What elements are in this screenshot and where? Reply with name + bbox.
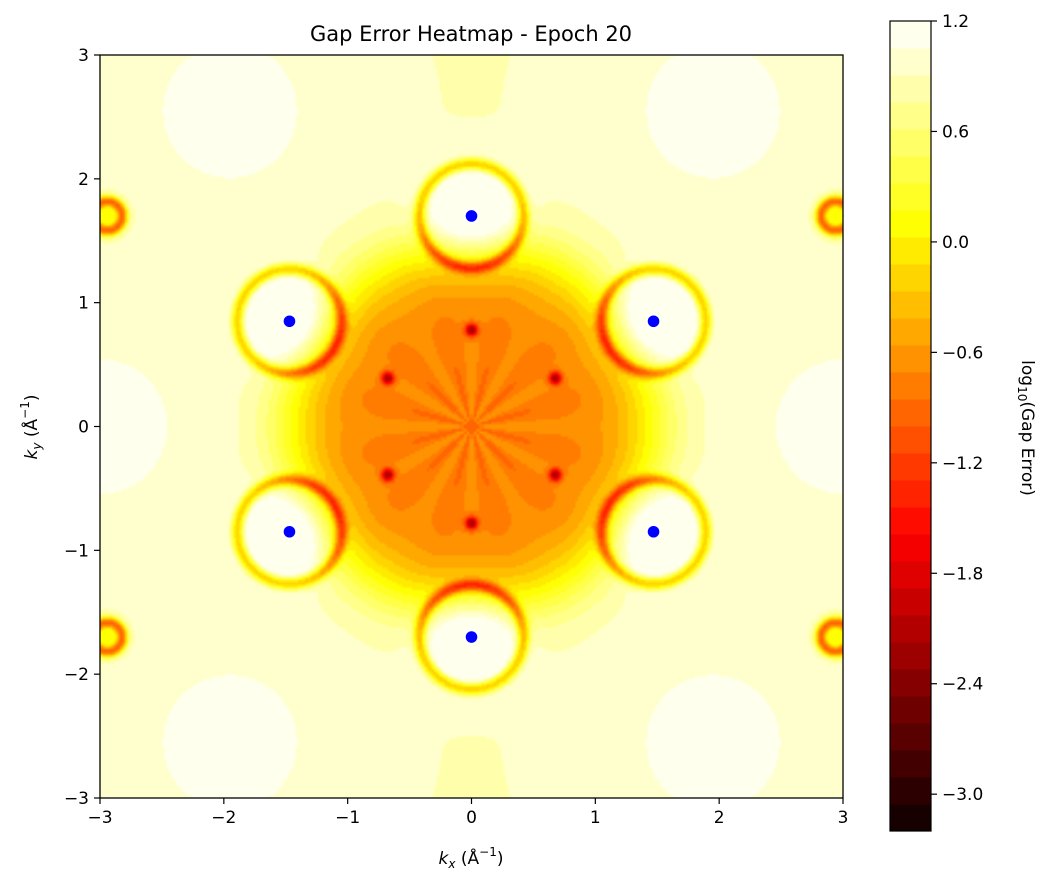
chart-title: Gap Error Heatmap - Epoch 20 — [310, 22, 632, 46]
critical-point — [463, 628, 480, 646]
colorbar-band — [890, 669, 931, 697]
critical-point — [281, 523, 298, 540]
colorbar-band — [890, 345, 931, 373]
colorbar-band — [890, 183, 931, 211]
x-axis-ticks: −3 −2 −1 0 1 2 3 — [87, 798, 848, 828]
colorbar-band — [890, 804, 931, 832]
colorbar-bands — [890, 21, 931, 832]
x-tick-label: 2 — [714, 808, 725, 828]
colorbar-band — [890, 588, 931, 616]
colorbar-band — [890, 777, 931, 805]
colorbar-band — [890, 48, 931, 76]
colorbar-band — [890, 372, 931, 400]
x-tick-label: 1 — [590, 808, 601, 828]
y-tick-label: 2 — [78, 170, 89, 190]
colorbar-tick-label: −3.0 — [942, 785, 983, 805]
y-tick-label: −2 — [64, 665, 89, 685]
colorbar-band — [890, 210, 931, 238]
x-tick-label: 0 — [466, 808, 477, 828]
colorbar-band — [890, 399, 931, 427]
colorbar-band — [890, 129, 931, 157]
colorbar-band — [890, 21, 931, 49]
x-tick-label: −3 — [87, 808, 112, 828]
colorbar-band — [890, 723, 931, 751]
colorbar-band — [890, 480, 931, 508]
heatmap-image — [100, 55, 843, 798]
critical-point — [281, 313, 298, 330]
colorbar-label: log10(Gap Error) — [1015, 360, 1037, 496]
y-tick-label: −3 — [64, 789, 89, 809]
colorbar-band — [890, 156, 931, 184]
colorbar-band — [890, 507, 931, 535]
colorbar-tick-label: −1.2 — [942, 454, 983, 474]
y-axis-ticks: −3 −2 −1 0 1 2 3 — [64, 46, 100, 809]
colorbar-ticks: 1.2 0.6 0.0 −0.6 −1.2 −1.8 −2.4 −3.0 — [931, 12, 983, 805]
colorbar-band — [890, 102, 931, 130]
y-tick-label: −1 — [64, 541, 89, 561]
colorbar-band — [890, 561, 931, 589]
y-tick-label: 1 — [78, 294, 89, 314]
x-tick-label: −2 — [211, 808, 236, 828]
critical-point — [645, 313, 662, 330]
colorbar-band — [890, 264, 931, 292]
colorbar-band — [890, 318, 931, 346]
colorbar-band — [890, 291, 931, 319]
x-axis-label: kx (Å−1) — [439, 845, 504, 871]
colorbar-band — [890, 453, 931, 481]
colorbar-band — [890, 534, 931, 562]
colorbar-band — [890, 750, 931, 778]
colorbar-tick-label: 0.0 — [942, 233, 969, 253]
colorbar-band — [890, 237, 931, 265]
colorbar-band — [890, 75, 931, 103]
colorbar-tick-label: −0.6 — [942, 343, 983, 363]
critical-point — [645, 523, 662, 540]
y-axis-label: ky (Å−1) — [18, 395, 44, 460]
y-tick-label: 3 — [78, 46, 89, 66]
x-tick-label: 3 — [838, 808, 849, 828]
colorbar-band — [890, 696, 931, 724]
colorbar-band — [890, 615, 931, 643]
colorbar-tick-label: −2.4 — [942, 675, 983, 695]
colorbar-band — [890, 426, 931, 454]
plot-area — [99, 54, 844, 799]
colorbar: 1.2 0.6 0.0 −0.6 −1.2 −1.8 −2.4 −3.0 log10(Gap … — [889, 12, 1037, 832]
colorbar-tick-label: 1.2 — [942, 12, 969, 32]
colorbar-tick-label: 0.6 — [942, 122, 969, 142]
colorbar-tick-label: −1.8 — [942, 564, 983, 584]
critical-points — [281, 207, 662, 646]
x-tick-label: −1 — [335, 808, 360, 828]
colorbar-frame — [889, 20, 932, 832]
colorbar-band — [890, 642, 931, 670]
y-tick-label: 0 — [78, 418, 89, 438]
critical-point — [463, 207, 480, 225]
